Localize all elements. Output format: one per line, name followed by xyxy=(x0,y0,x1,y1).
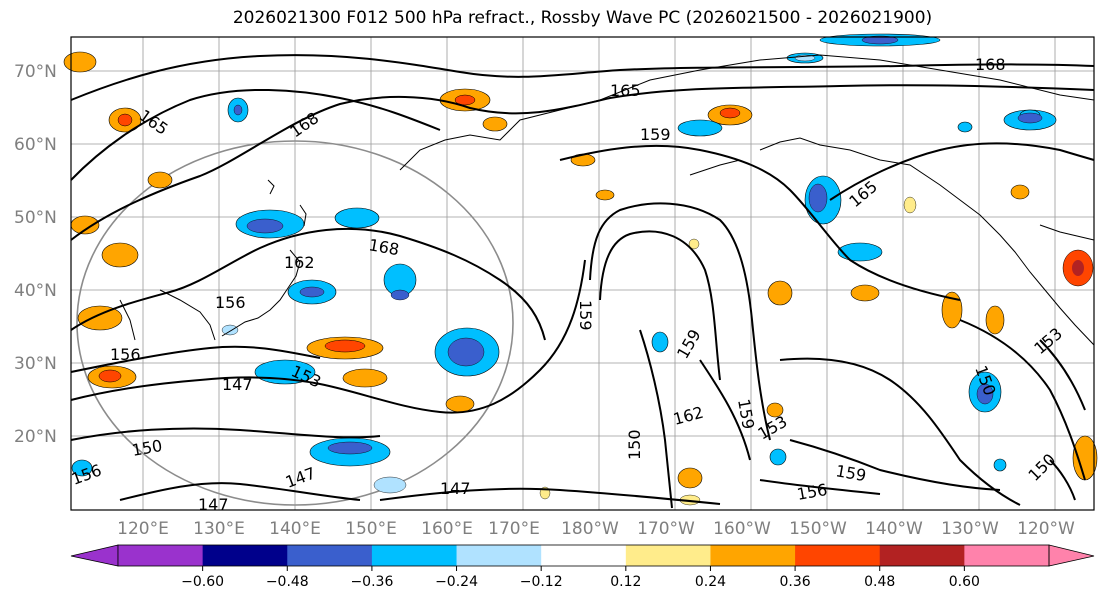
colorbar-frame xyxy=(117,544,1050,567)
colorbar-segment xyxy=(710,545,796,566)
lon-label: 150°E xyxy=(345,519,397,539)
lat-label: 50°N xyxy=(14,208,57,228)
colorbar: −0.60 −0.48 −0.36 −0.24 −0.12 0.12 0.24 0.36 0.4… xyxy=(70,544,1095,590)
colorbar-segment xyxy=(964,545,1050,566)
colorbar-segment xyxy=(879,545,965,566)
colorbar-segment xyxy=(118,545,204,566)
colorbar-tick-label: 0.36 xyxy=(780,574,811,590)
colorbar-tick-label: 0.60 xyxy=(949,574,980,590)
contour-label: 147 xyxy=(198,495,229,514)
colorbar-segment xyxy=(625,545,711,566)
contour-label: 156 xyxy=(215,293,246,312)
colorbar-tick-label: −0.60 xyxy=(181,574,224,590)
lon-label: 170°W xyxy=(637,519,695,539)
lon-label: 120°E xyxy=(117,519,169,539)
contour-label-group: 165 168 165 168 159 165 168 162 156 156 … xyxy=(69,55,1066,514)
contour-label: 147 xyxy=(222,375,253,394)
colorbar-tick-label: 0.48 xyxy=(864,574,895,590)
contour-label: 168 xyxy=(975,55,1006,74)
lon-label: 160°E xyxy=(421,519,473,539)
colorbar-extend-left xyxy=(70,544,119,567)
contour-label: 159 xyxy=(640,125,671,144)
map-frame xyxy=(70,36,1095,511)
lon-label: 140°W xyxy=(865,519,923,539)
lon-label: 180°W xyxy=(561,519,619,539)
latitude-labels: 70°N 60°N 50°N 40°N 30°N 20°N xyxy=(14,62,57,447)
chart-title: 2026021300 F012 500 hPa refract., Rossby… xyxy=(232,8,933,28)
lat-label: 60°N xyxy=(14,135,57,155)
contour-label: 147 xyxy=(440,479,471,498)
lat-label: 70°N xyxy=(14,62,57,82)
lon-label: 130°W xyxy=(941,519,999,539)
lon-label: 150°W xyxy=(789,519,847,539)
lat-label: 40°N xyxy=(14,281,57,301)
longitude-labels: 120°E 130°E 140°E 150°E 160°E 170°E 180°… xyxy=(117,519,1075,539)
lat-label: 30°N xyxy=(14,354,57,374)
colorbar-tick-label: −0.48 xyxy=(266,574,309,590)
reference-circle xyxy=(76,140,514,506)
lon-label: 160°W xyxy=(713,519,771,539)
colorbar-extend-right xyxy=(1048,544,1095,567)
contour-label: 150 xyxy=(625,429,644,460)
graticule xyxy=(71,37,1094,510)
lon-label: 170°E xyxy=(488,519,540,539)
colorbar-segment xyxy=(371,545,458,566)
colorbar-segment xyxy=(456,545,542,566)
colorbar-segment xyxy=(287,545,373,566)
colorbar-tick-label: −0.24 xyxy=(435,574,478,590)
anomaly-shading xyxy=(63,33,1098,506)
colorbar-tick-label: −0.36 xyxy=(350,574,393,590)
colorbar-tick-label: 0.24 xyxy=(695,574,726,590)
lon-label: 140°E xyxy=(269,519,321,539)
colorbar-tick-label: 0.12 xyxy=(610,574,641,590)
map-panel: 165 168 165 168 159 165 168 162 156 156 … xyxy=(63,33,1098,514)
contour-label: 156 xyxy=(110,345,141,364)
lon-label: 120°W xyxy=(1017,519,1075,539)
colorbar-segment xyxy=(202,545,288,566)
colorbar-segment xyxy=(795,545,881,566)
height-contours xyxy=(70,54,1095,509)
contour-label: 162 xyxy=(284,253,315,272)
colorbar-segment xyxy=(541,545,627,566)
lon-label: 130°E xyxy=(193,519,245,539)
colorbar-tick-label: −0.12 xyxy=(520,574,563,590)
contour-label: 165 xyxy=(610,81,641,100)
contour-label: 159 xyxy=(576,300,595,331)
lat-label: 20°N xyxy=(14,427,57,447)
